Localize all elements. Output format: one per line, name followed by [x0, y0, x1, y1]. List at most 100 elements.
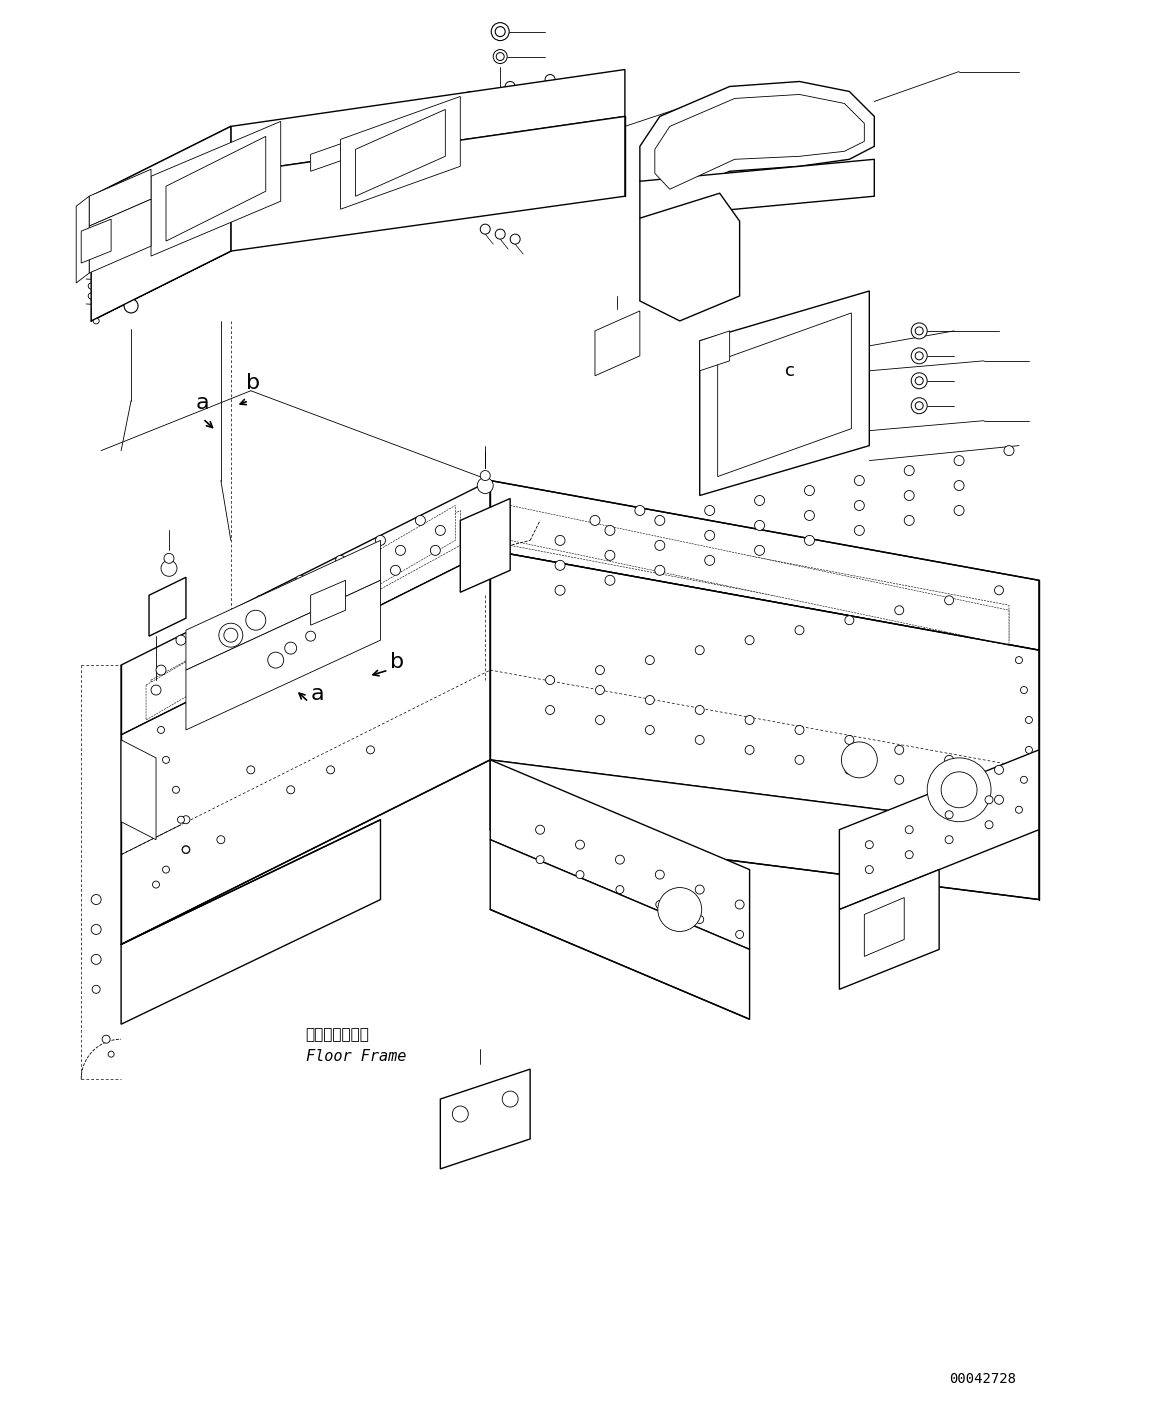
Polygon shape	[91, 127, 230, 321]
Circle shape	[465, 92, 476, 101]
Polygon shape	[77, 196, 90, 283]
Circle shape	[164, 554, 174, 564]
Circle shape	[181, 845, 190, 854]
Circle shape	[912, 373, 927, 389]
Circle shape	[1026, 747, 1033, 754]
Circle shape	[946, 836, 954, 844]
Circle shape	[905, 826, 913, 834]
Circle shape	[944, 755, 954, 764]
Circle shape	[645, 696, 655, 704]
Circle shape	[1015, 806, 1022, 813]
Text: フロアフレーム: フロアフレーム	[306, 1027, 370, 1043]
Circle shape	[576, 840, 585, 850]
Circle shape	[545, 706, 555, 714]
Polygon shape	[461, 499, 511, 592]
Circle shape	[236, 626, 245, 635]
Circle shape	[944, 596, 954, 604]
Circle shape	[124, 299, 138, 313]
Text: 00042728: 00042728	[949, 1372, 1016, 1386]
Circle shape	[1026, 716, 1033, 723]
Polygon shape	[700, 292, 869, 496]
Polygon shape	[840, 750, 1039, 909]
Circle shape	[805, 510, 814, 520]
Circle shape	[91, 954, 101, 964]
Circle shape	[502, 1091, 519, 1107]
Circle shape	[954, 480, 964, 490]
Circle shape	[183, 847, 190, 852]
Circle shape	[865, 841, 873, 848]
Circle shape	[695, 885, 705, 895]
Circle shape	[655, 871, 664, 879]
Circle shape	[555, 561, 565, 571]
Polygon shape	[230, 69, 625, 173]
Circle shape	[298, 161, 304, 166]
Circle shape	[752, 373, 766, 387]
Circle shape	[865, 865, 873, 874]
Circle shape	[705, 530, 715, 541]
Polygon shape	[491, 759, 750, 950]
Polygon shape	[864, 898, 904, 957]
Circle shape	[498, 107, 504, 113]
Circle shape	[844, 616, 854, 624]
Circle shape	[745, 716, 754, 724]
Circle shape	[285, 643, 297, 654]
Circle shape	[245, 610, 266, 630]
Circle shape	[605, 575, 615, 585]
Circle shape	[536, 855, 544, 864]
Circle shape	[336, 555, 345, 565]
Circle shape	[350, 585, 361, 595]
Circle shape	[954, 506, 964, 516]
Circle shape	[497, 52, 505, 61]
Circle shape	[655, 541, 665, 551]
Polygon shape	[595, 311, 640, 376]
Polygon shape	[341, 96, 461, 209]
Circle shape	[915, 327, 923, 335]
Circle shape	[545, 75, 555, 85]
Text: a: a	[311, 683, 324, 704]
Circle shape	[745, 745, 754, 754]
Circle shape	[147, 826, 155, 834]
Circle shape	[480, 224, 491, 234]
Polygon shape	[491, 551, 1039, 830]
Circle shape	[156, 665, 166, 675]
Circle shape	[505, 82, 515, 92]
Circle shape	[915, 352, 923, 359]
Circle shape	[267, 652, 284, 668]
Circle shape	[276, 606, 286, 616]
Circle shape	[495, 27, 505, 37]
Circle shape	[102, 1036, 110, 1043]
Circle shape	[1004, 445, 1014, 455]
Circle shape	[946, 810, 954, 819]
Circle shape	[941, 772, 977, 807]
Polygon shape	[186, 541, 380, 671]
Circle shape	[616, 886, 623, 893]
Circle shape	[91, 924, 101, 934]
Circle shape	[311, 606, 321, 616]
Circle shape	[223, 628, 237, 643]
Circle shape	[555, 535, 565, 545]
Circle shape	[160, 561, 177, 576]
Circle shape	[356, 565, 365, 575]
Circle shape	[755, 520, 764, 530]
Circle shape	[271, 626, 280, 635]
Polygon shape	[491, 480, 1039, 650]
Circle shape	[615, 855, 625, 864]
Polygon shape	[356, 110, 445, 196]
Circle shape	[1020, 776, 1027, 783]
Circle shape	[181, 816, 190, 824]
Polygon shape	[90, 199, 151, 273]
Circle shape	[219, 623, 243, 647]
Circle shape	[395, 545, 406, 555]
Circle shape	[306, 631, 315, 641]
Circle shape	[894, 775, 904, 785]
Circle shape	[191, 665, 201, 675]
Circle shape	[915, 402, 923, 410]
Circle shape	[855, 500, 864, 510]
Circle shape	[695, 706, 705, 714]
Polygon shape	[311, 127, 391, 172]
Circle shape	[695, 916, 704, 923]
Circle shape	[576, 871, 584, 879]
Circle shape	[912, 323, 927, 340]
Circle shape	[844, 735, 854, 744]
Text: a: a	[195, 393, 209, 413]
